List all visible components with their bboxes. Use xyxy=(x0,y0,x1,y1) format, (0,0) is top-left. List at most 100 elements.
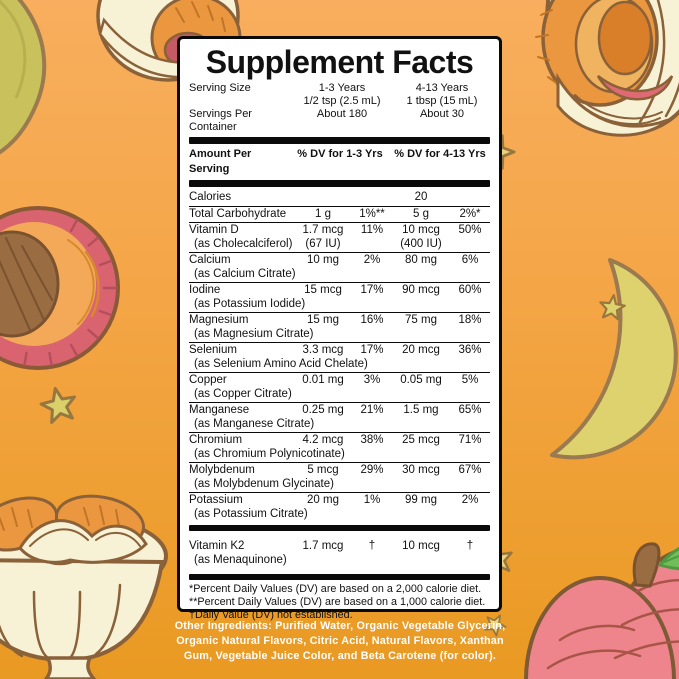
table-row: Iodine 15 mcg 17% 90 mcg 60% (as Potassium Io… xyxy=(189,282,490,312)
supplement-facts-panel: Supplement Facts Serving Size 1-3 Years … xyxy=(177,36,502,621)
amount-per-serving-header: Amount Per Serving xyxy=(189,148,252,175)
apricot-half-icon xyxy=(0,206,120,370)
nutrient-table: Calories 20 Total Carbohydrate 1 g 1%** 5 g 2%… xyxy=(189,190,490,522)
divider-bar xyxy=(189,137,490,144)
nutrient-name: Chromium xyxy=(189,434,243,446)
dv-spacer xyxy=(366,508,406,522)
dv-1-3: 3% xyxy=(363,374,381,386)
dv-1-3: 17% xyxy=(360,284,384,296)
amount-1-3-iu xyxy=(294,554,352,568)
dv-4-13: 71% xyxy=(458,434,482,446)
dv-1-3: 29% xyxy=(360,464,384,476)
nutrient-name: Molybdenum xyxy=(189,464,255,476)
amount-4-13-iu xyxy=(394,268,452,282)
dv-spacer xyxy=(352,554,392,568)
table-row: Calcium 10 mg 2% 80 mg 6% (as Calcium Citrate… xyxy=(189,252,490,282)
amount-1-3: 15 mcg xyxy=(304,284,342,296)
dv-4-13: 36% xyxy=(458,344,482,356)
dv-4-13: 18% xyxy=(458,314,482,326)
dv-spacer xyxy=(450,238,490,252)
dv-spacer xyxy=(372,418,412,432)
amount-1-3: 1.7 mcg xyxy=(302,224,344,236)
table-row: Vitamin D 1.7 mcg 11% 10 mcg 50% (as Cholecal… xyxy=(189,222,490,252)
fruit-bowl-icon xyxy=(535,0,679,137)
dv-1-3: † xyxy=(368,540,376,552)
footnote-line: **Percent Daily Values (DV) are based on… xyxy=(189,596,486,609)
amount-1-3: 10 mg xyxy=(307,254,339,266)
nutrient-source: (as Menaquinone) xyxy=(194,553,287,566)
amount-1-3-iu xyxy=(294,388,352,402)
amount-1-3 xyxy=(294,191,352,205)
dv-1-3-header: % DV for 1-3 Yrs xyxy=(297,148,383,160)
footnote-line: †Daily Value (DV) not established. xyxy=(189,609,353,622)
sundae-glass-icon xyxy=(0,494,168,679)
dv-1-3: 16% xyxy=(360,314,384,326)
amount-4-13-iu xyxy=(392,554,450,568)
amount-1-3: 3.3 mcg xyxy=(302,344,344,356)
nutrient-name: Potassium xyxy=(189,494,243,506)
nutrient-source: (as Chromium Polynicotinate) xyxy=(194,447,345,460)
dv-4-13: 2% xyxy=(461,494,479,506)
table-row: Total Carbohydrate 1 g 1%** 5 g 2%* xyxy=(189,205,490,223)
nutrient-name: Vitamin K2 xyxy=(189,540,245,552)
nutrient-name: Total Carbohydrate xyxy=(189,207,287,220)
vitamin-k2-section: Vitamin K2 1.7 mcg † 10 mcg † (as Menaquinone… xyxy=(189,534,490,571)
amount-4-13: 80 mg xyxy=(405,254,437,266)
servings-count-1: About 180 xyxy=(316,108,368,120)
table-row: Molybdenum 5 mcg 29% 30 mcg 67% (as Molybdenu… xyxy=(189,462,490,492)
amount-1-3-iu xyxy=(368,358,426,372)
dv-1-3: 2% xyxy=(363,254,381,266)
serving-size-label: Serving Size xyxy=(189,82,251,94)
nutrient-source: (as Manganese Citrate) xyxy=(194,417,315,430)
dv-1-3: 21% xyxy=(360,404,384,416)
amount-1-3: 5 mcg xyxy=(307,464,339,476)
dv-4-13: 2%* xyxy=(459,207,481,220)
servings-per-container-label: Servings Per Container xyxy=(189,108,252,133)
amount-1-3: 1 g xyxy=(315,207,331,220)
amount-4-13: 99 mg xyxy=(405,494,437,506)
amount-4-13-iu xyxy=(392,388,450,402)
nutrient-name: Calories xyxy=(189,191,232,203)
table-row: Calories 20 xyxy=(189,190,490,206)
amount-4-13: 5 g xyxy=(413,207,429,220)
table-row: Vitamin K2 1.7 mcg † 10 mcg † (as Menaquinone… xyxy=(189,539,490,568)
amount-4-13: 90 mcg xyxy=(402,284,440,296)
amount-4-13-iu xyxy=(432,478,490,492)
amount-1-3-iu xyxy=(334,478,392,492)
table-row: Potassium 20 mg 1% 99 mg 2% (as Potassium Cit… xyxy=(189,492,490,522)
amount-4-13-iu xyxy=(406,508,464,522)
serving-amount-1: 1/2 tsp (2.5 mL) xyxy=(303,95,381,107)
amount-4-13: 10 mcg xyxy=(402,224,440,236)
serving-amount-2: 1 tbsp (15 mL) xyxy=(406,95,478,107)
dv-spacer xyxy=(452,268,492,282)
amount-1-3: 0.01 mg xyxy=(302,374,344,386)
dv-spacer xyxy=(392,478,432,492)
dv-4-13: 6% xyxy=(461,254,479,266)
amount-4-13: 30 mcg xyxy=(402,464,440,476)
other-ingredients-text: Other Ingredients: Purified Water, Organ… xyxy=(174,620,506,662)
amount-1-3-iu: (67 IU) xyxy=(305,237,341,250)
dv-spacer xyxy=(352,238,392,252)
dv-spacer xyxy=(426,358,466,372)
lime-icon xyxy=(0,0,47,155)
star-icon xyxy=(37,383,81,426)
age-group-1: 1-3 Years xyxy=(318,82,366,94)
serving-info: Serving Size 1-3 Years 4-13 Years 1/2 ts… xyxy=(189,82,490,134)
dv-4-13: 60% xyxy=(458,284,482,296)
amount-4-13: 1.5 mg xyxy=(403,404,439,416)
age-group-2: 4-13 Years xyxy=(415,82,469,94)
footnote-line: *Percent Daily Values (DV) are based on … xyxy=(189,583,482,595)
amount-1-3-iu xyxy=(314,418,372,432)
amount-1-3-iu xyxy=(305,298,363,312)
panel-title: Supplement Facts xyxy=(205,44,474,80)
dv-spacer xyxy=(501,448,541,462)
dv-1-3: 38% xyxy=(360,434,384,446)
dv-1-3 xyxy=(352,191,392,205)
nutrient-source: (as Potassium Citrate) xyxy=(194,507,308,520)
table-header: Amount Per Serving % DV for 1-3 Yrs % DV… xyxy=(189,147,490,177)
dv-spacer xyxy=(490,478,530,492)
peach-icon xyxy=(524,542,679,679)
dv-spacer xyxy=(470,418,510,432)
amount-1-3-iu xyxy=(345,448,403,462)
table-row: Chromium 4.2 mcg 38% 25 mcg 71% (as Chromium … xyxy=(189,432,490,462)
